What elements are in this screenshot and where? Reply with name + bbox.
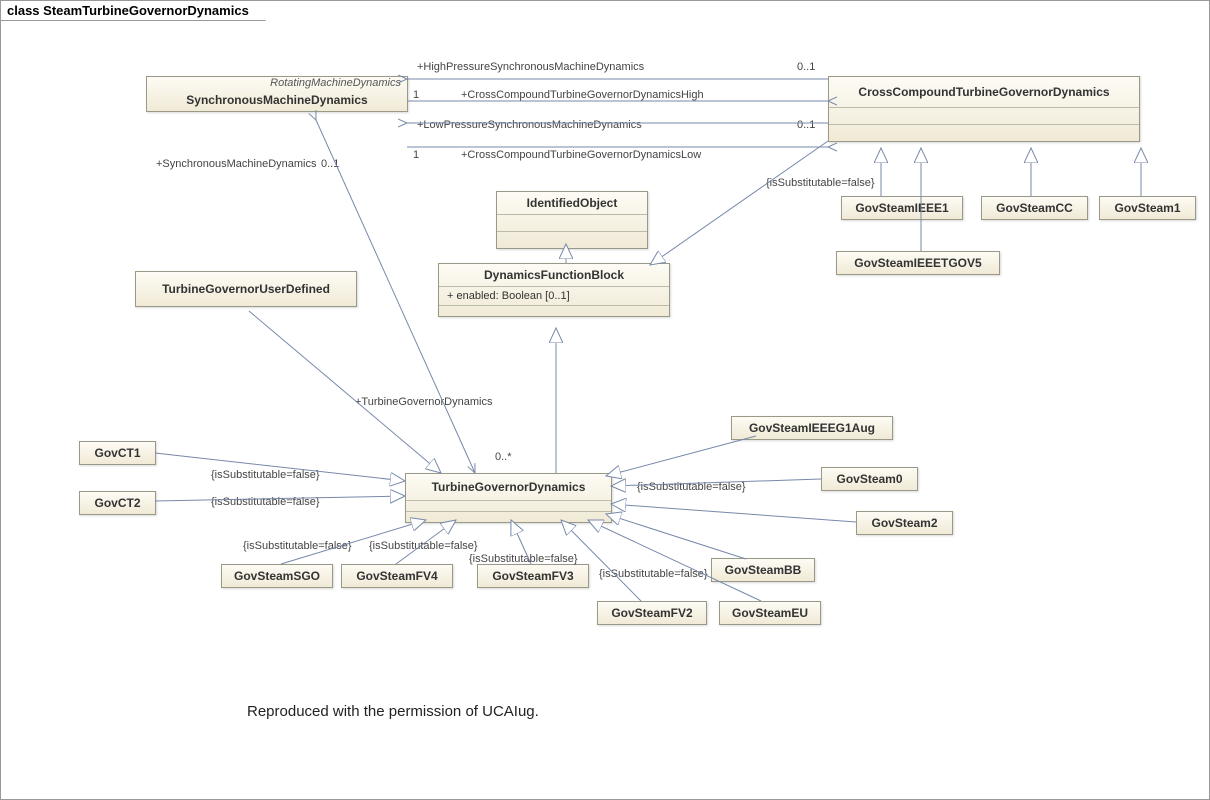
class-name: TurbineGovernorDynamics bbox=[406, 474, 611, 500]
class-synchronous-machine-dynamics: RotatingMachineDynamics SynchronousMachi… bbox=[146, 76, 408, 112]
class-govsteameu: GovSteamEU bbox=[719, 601, 821, 625]
class-name: GovSteam1 bbox=[1100, 197, 1195, 219]
class-govsteamfv4: GovSteamFV4 bbox=[341, 564, 453, 588]
class-govsteamfv2: GovSteamFV2 bbox=[597, 601, 707, 625]
label-tgd-role: +TurbineGovernorDynamics bbox=[355, 396, 492, 408]
label-issub-fv4: {isSubstitutable=false} bbox=[369, 540, 478, 552]
class-govct1: GovCT1 bbox=[79, 441, 156, 465]
label-m0s: 0..* bbox=[495, 451, 512, 463]
class-name: GovSteamFV4 bbox=[342, 565, 452, 587]
class-name: TurbineGovernorUserDefined bbox=[136, 272, 356, 306]
class-govsteamieee1: GovSteamIEEE1 bbox=[841, 196, 963, 220]
class-govsteambb: GovSteamBB bbox=[711, 558, 815, 582]
label-cctghigh: +CrossCompoundTurbineGovernorDynamicsHig… bbox=[461, 89, 704, 101]
class-govsteam1: GovSteam1 bbox=[1099, 196, 1196, 220]
label-smd-role: +SynchronousMachineDynamics bbox=[156, 158, 317, 170]
class-name: GovCT2 bbox=[80, 492, 155, 514]
class-govct2: GovCT2 bbox=[79, 491, 156, 515]
label-m1-1: 1 bbox=[413, 89, 419, 101]
class-govsteamfv3: GovSteamFV3 bbox=[477, 564, 589, 588]
class-name: GovSteamIEEE1 bbox=[842, 197, 962, 219]
label-issub-fv3: {isSubstitutable=false} bbox=[469, 553, 578, 565]
class-govsteamsgo: GovSteamSGO bbox=[221, 564, 333, 588]
class-name: GovSteamIEEETGOV5 bbox=[837, 252, 999, 274]
class-govsteamieeeg1aug: GovSteamIEEEG1Aug bbox=[731, 416, 893, 440]
class-govsteam2: GovSteam2 bbox=[856, 511, 953, 535]
label-m01-3: 0..1 bbox=[321, 158, 339, 170]
class-name: SynchronousMachineDynamics bbox=[147, 89, 407, 111]
label-issub-0: {isSubstitutable=false} bbox=[637, 481, 746, 493]
label-lpsmd: +LowPressureSynchronousMachineDynamics bbox=[417, 119, 642, 131]
class-identified-object: IdentifiedObject bbox=[496, 191, 648, 249]
diagram-frame: class SteamTurbineGovernorDynamics Rotat… bbox=[0, 0, 1210, 800]
label-m1-2: 1 bbox=[413, 149, 419, 161]
label-m01-2: 0..1 bbox=[797, 119, 815, 131]
class-govsteam0: GovSteam0 bbox=[821, 467, 918, 491]
class-govsteamcc: GovSteamCC bbox=[981, 196, 1088, 220]
class-name: GovSteamCC bbox=[982, 197, 1087, 219]
class-govsteamieeetgov5: GovSteamIEEETGOV5 bbox=[836, 251, 1000, 275]
class-cross-compound-tgd: CrossCompoundTurbineGovernorDynamics bbox=[828, 76, 1140, 142]
class-name: GovSteamFV3 bbox=[478, 565, 588, 587]
label-hpsmd: +HighPressureSynchronousMachineDynamics bbox=[417, 61, 644, 73]
attribute: + enabled: Boolean [0..1] bbox=[439, 287, 669, 305]
class-name: DynamicsFunctionBlock bbox=[439, 264, 669, 286]
class-name: CrossCompoundTurbineGovernorDynamics bbox=[829, 77, 1139, 107]
class-dynamics-function-block: DynamicsFunctionBlock + enabled: Boolean… bbox=[438, 263, 670, 317]
class-name: GovSteamIEEEG1Aug bbox=[732, 417, 892, 439]
class-name: IdentifiedObject bbox=[497, 192, 647, 214]
class-name: GovCT1 bbox=[80, 442, 155, 464]
class-turbine-governor-dynamics: TurbineGovernorDynamics bbox=[405, 473, 612, 523]
class-name: GovSteam2 bbox=[857, 512, 952, 534]
class-name: GovSteam0 bbox=[822, 468, 917, 490]
class-name: GovSteamBB bbox=[712, 559, 814, 581]
label-m01: 0..1 bbox=[797, 61, 815, 73]
label-issub-sgo: {isSubstitutable=false} bbox=[243, 540, 352, 552]
stereotype: RotatingMachineDynamics bbox=[147, 77, 407, 89]
class-name: GovSteamFV2 bbox=[598, 602, 706, 624]
class-name: GovSteamSGO bbox=[222, 565, 332, 587]
label-issub-ct2: {isSubstitutable=false} bbox=[211, 496, 320, 508]
class-turbine-governor-user-defined: TurbineGovernorUserDefined bbox=[135, 271, 357, 307]
diagram-title: class SteamTurbineGovernorDynamics bbox=[1, 1, 266, 21]
label-cctglow: +CrossCompoundTurbineGovernorDynamicsLow bbox=[461, 149, 701, 161]
class-name: GovSteamEU bbox=[720, 602, 820, 624]
label-issub-bb: {isSubstitutable=false} bbox=[599, 568, 708, 580]
label-issub-ct1: {isSubstitutable=false} bbox=[211, 469, 320, 481]
label-issub-ieee1: {isSubstitutable=false} bbox=[766, 177, 875, 189]
footer-text: Reproduced with the permission of UCAIug… bbox=[247, 703, 539, 720]
